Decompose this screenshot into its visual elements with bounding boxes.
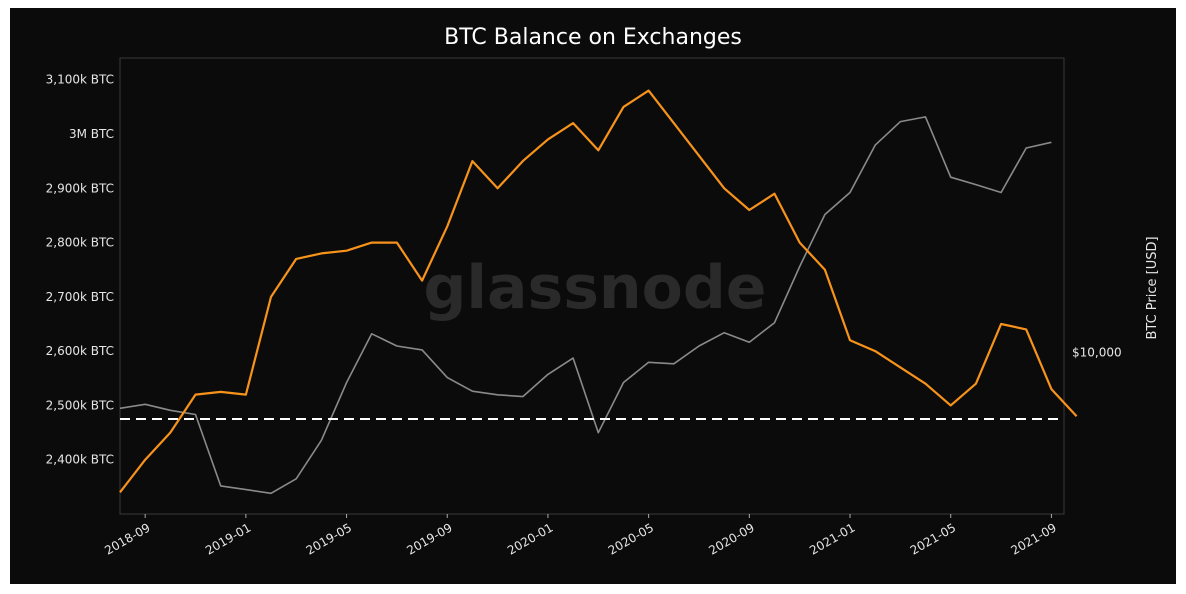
x-tick-label: 2018-09 <box>102 520 152 557</box>
x-tick-label: 2021-09 <box>1008 520 1058 557</box>
y-ticks-right: $10,000 <box>1072 346 1122 360</box>
y-tick-label-left: 2,700k BTC <box>46 290 114 304</box>
x-ticks: 2018-09 2019-01 2019-05 2019-09 2020-01 2020-… <box>102 514 1059 558</box>
x-tick-label: 2019-09 <box>404 520 454 557</box>
chart-frame: BTC Balance on Exchanges glassnode 3,100… <box>10 8 1176 584</box>
x-tick-label: 2019-01 <box>203 520 253 557</box>
y-tick-label-left: 2,600k BTC <box>46 344 114 358</box>
series-line-balance <box>119 89 1078 493</box>
series-line-price <box>119 116 1052 495</box>
x-tick-label: 2019-05 <box>304 520 354 557</box>
y-tick-label-left: 2,900k BTC <box>46 181 114 195</box>
y-tick-label-left: 2,800k BTC <box>46 236 114 250</box>
x-tick-label: 2021-05 <box>908 520 958 557</box>
x-tick-label: 2020-09 <box>706 520 756 557</box>
y-ticks-left: 3,100k BTC 3M BTC 2,900k BTC 2,800k BTC 2,70… <box>46 73 114 467</box>
x-tick-label: 2020-05 <box>606 520 656 557</box>
y-tick-label-left: 3M BTC <box>69 127 114 141</box>
plot-area <box>119 57 1065 515</box>
y-tick-label-left: 2,400k BTC <box>46 453 114 467</box>
y-tick-label-left: 2,500k BTC <box>46 398 114 412</box>
chart-svg: BTC Balance on Exchanges glassnode 3,100… <box>46 25 1160 558</box>
y-tick-label-right: $10,000 <box>1072 346 1122 360</box>
y-tick-label-left: 3,100k BTC <box>46 73 114 87</box>
watermark: glassnode <box>423 253 766 323</box>
x-tick-label: 2020-01 <box>505 520 555 557</box>
y-axis-right-label: BTC Price [USD] <box>1145 236 1160 339</box>
series-group <box>119 89 1078 495</box>
x-tick-label: 2021-01 <box>807 520 857 557</box>
chart-title: BTC Balance on Exchanges <box>444 25 742 50</box>
